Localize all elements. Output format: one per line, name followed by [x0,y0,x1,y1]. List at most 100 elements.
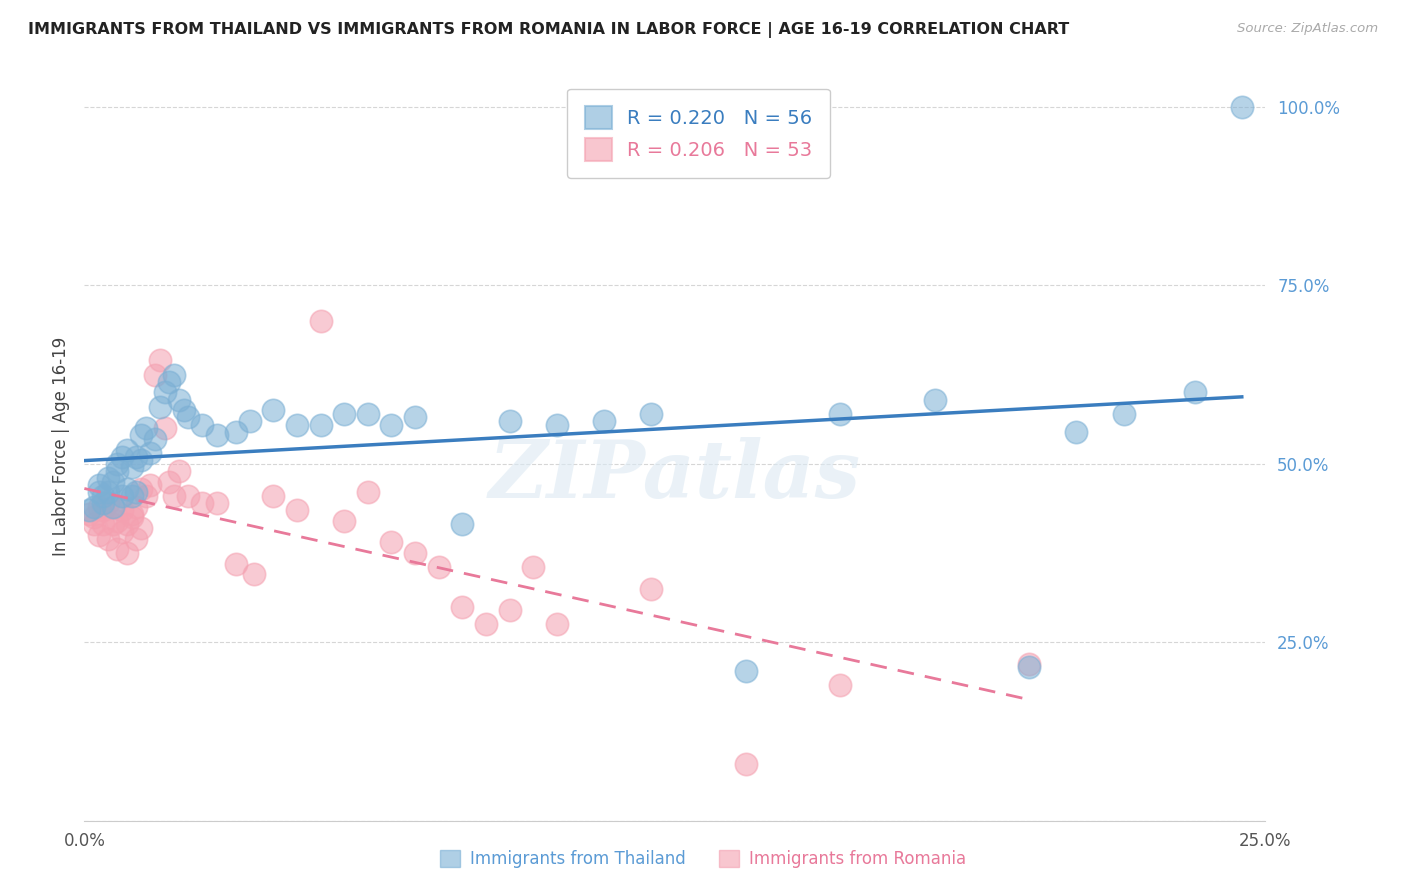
Text: IMMIGRANTS FROM THAILAND VS IMMIGRANTS FROM ROMANIA IN LABOR FORCE | AGE 16-19 C: IMMIGRANTS FROM THAILAND VS IMMIGRANTS F… [28,22,1070,38]
Point [83,517,105,532]
Point [285,417,308,432]
Point [139,478,162,492]
Point [177,489,200,503]
Point [121,507,143,521]
Point [115,482,138,496]
Point [309,314,332,328]
Point [107,514,129,528]
Point [97,532,120,546]
Point [87,500,110,514]
Point [125,485,148,500]
Point [121,510,143,524]
Point [404,546,426,560]
Point [149,353,172,368]
Point [143,432,166,446]
Point [107,464,129,478]
Point [404,410,426,425]
Point [125,532,148,546]
Point [101,500,124,514]
Point [157,375,180,389]
Point [427,560,450,574]
Point [640,407,662,421]
Point [91,517,114,532]
Point [121,460,143,475]
Point [107,542,129,557]
Point [309,417,332,432]
Point [125,450,148,464]
Point [135,489,157,503]
Legend: R = 0.220   N = 56, R = 0.206   N = 53: R = 0.220 N = 56, R = 0.206 N = 53 [567,88,830,178]
Point [163,489,186,503]
Point [830,678,852,692]
Point [87,485,110,500]
Point [262,489,284,503]
Point [225,425,247,439]
Point [1184,385,1206,400]
Point [357,407,380,421]
Point [285,503,308,517]
Point [115,517,138,532]
Point [149,400,172,414]
Point [111,503,134,517]
Point [115,442,138,457]
Point [173,403,195,417]
Point [107,457,129,471]
Point [262,403,284,417]
Point [593,414,616,428]
Point [83,510,105,524]
Point [143,368,166,382]
Point [91,503,114,517]
Point [83,500,105,514]
Point [475,617,498,632]
Point [177,410,200,425]
Point [924,392,946,407]
Point [333,407,356,421]
Point [451,517,474,532]
Point [734,664,756,678]
Point [129,521,152,535]
Point [498,414,520,428]
Point [111,489,134,503]
Point [191,496,214,510]
Point [91,496,114,510]
Point [111,524,134,539]
Point [101,500,124,514]
Point [97,496,120,510]
Point [239,414,262,428]
Point [139,446,162,460]
Point [163,368,186,382]
Text: ZIPatlas: ZIPatlas [489,437,860,515]
Legend: Immigrants from Thailand, Immigrants from Romania: Immigrants from Thailand, Immigrants fro… [433,843,973,875]
Point [333,514,356,528]
Point [243,567,266,582]
Point [111,450,134,464]
Point [87,478,110,492]
Point [1112,407,1135,421]
Point [129,482,152,496]
Point [498,603,520,617]
Point [640,582,662,596]
Text: Source: ZipAtlas.com: Source: ZipAtlas.com [1237,22,1378,36]
Point [157,475,180,489]
Point [129,453,152,467]
Point [546,617,568,632]
Point [205,496,228,510]
Point [830,407,852,421]
Point [1230,100,1253,114]
Point [546,417,568,432]
Point [153,385,176,400]
Point [1066,425,1088,439]
Point [101,517,124,532]
Point [97,471,120,485]
Point [135,421,157,435]
Point [115,546,138,560]
Y-axis label: In Labor Force | Age 16-19: In Labor Force | Age 16-19 [52,336,70,556]
Point [97,485,120,500]
Point [77,507,100,521]
Point [734,756,756,771]
Point [167,464,190,478]
Point [191,417,214,432]
Point [121,489,143,503]
Point [380,535,402,549]
Point [205,428,228,442]
